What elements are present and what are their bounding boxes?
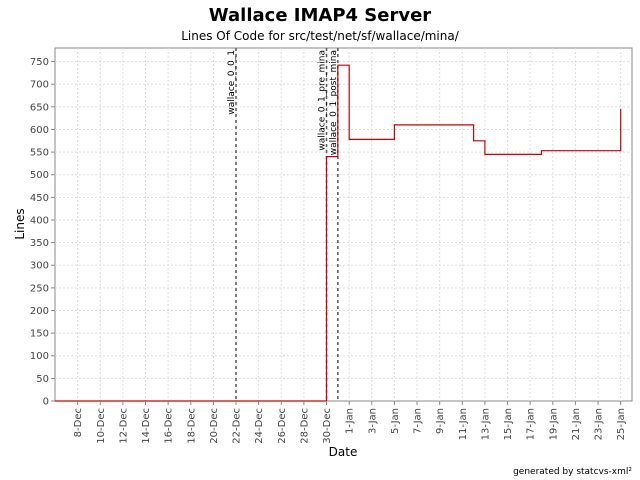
y-tick-label: 450 xyxy=(30,193,49,204)
x-tick-label: 8-Dec xyxy=(73,408,84,437)
y-tick-label: 250 xyxy=(30,283,49,294)
x-tick-label: 23-Jan xyxy=(594,408,605,440)
y-tick-label: 350 xyxy=(30,238,49,249)
y-tick-label: 500 xyxy=(30,170,49,181)
y-tick-label: 150 xyxy=(30,329,49,340)
marker-label: wallace_0_1_pre_mina xyxy=(318,50,328,151)
x-tick-label: 12-Dec xyxy=(118,408,129,444)
x-tick-label: 15-Jan xyxy=(503,408,514,440)
chart-subtitle: Lines Of Code for src/test/net/sf/wallac… xyxy=(181,29,460,43)
x-tick-label: 5-Jan xyxy=(390,408,401,434)
x-tick-label: 20-Dec xyxy=(209,408,220,444)
y-tick-label: 200 xyxy=(30,306,49,317)
y-tick-label: 300 xyxy=(30,261,49,272)
y-axis: 0 50 100 150 200 250 300 350 400 450 500 550 600 650 7… xyxy=(30,57,55,408)
x-tick-label: 28-Dec xyxy=(299,408,310,444)
x-tick-label: 17-Jan xyxy=(526,408,537,440)
y-tick-label: 50 xyxy=(36,374,49,385)
y-tick-label: 100 xyxy=(30,351,49,362)
y-tick-label: 0 xyxy=(43,397,49,408)
loc-line-layer xyxy=(55,64,622,402)
x-tick-label: 9-Jan xyxy=(435,408,446,434)
y-tick-label: 650 xyxy=(30,102,49,113)
x-tick-label: 18-Dec xyxy=(186,408,197,444)
y-tick-label: 700 xyxy=(30,80,49,91)
loc-series-line xyxy=(55,64,622,402)
marker-label: wallace_0_0_1 xyxy=(227,50,237,115)
x-tick-label: 1-Jan xyxy=(345,408,356,434)
y-tick-label: 550 xyxy=(30,148,49,159)
x-tick-label: 21-Jan xyxy=(571,408,582,440)
y-tick-label: 600 xyxy=(30,125,49,136)
marker-label: wallace_0_1_post_mina xyxy=(329,50,339,155)
y-axis-label: Lines xyxy=(13,208,27,239)
x-tick-label: 24-Dec xyxy=(254,408,265,444)
x-tick-label: 11-Jan xyxy=(458,408,469,440)
x-tick-label: 30-Dec xyxy=(322,408,333,444)
x-axis-label: Date xyxy=(329,445,358,459)
chart-title: Wallace IMAP4 Server xyxy=(209,5,432,26)
x-tick-label: 14-Dec xyxy=(141,408,152,444)
generator-credit: generated by statcvs-xml² xyxy=(513,467,632,477)
plot-area xyxy=(54,47,633,402)
x-tick-label: 3-Jan xyxy=(367,408,378,434)
y-tick-label: 400 xyxy=(30,215,49,226)
x-tick-label: 25-Jan xyxy=(616,408,627,440)
x-axis: 8-Dec 10-Dec 12-Dec 14-Dec 16-Dec 18-Dec 20-De… xyxy=(73,401,627,444)
x-tick-label: 19-Jan xyxy=(548,408,559,440)
x-tick-label: 13-Jan xyxy=(480,408,491,440)
x-tick-label: 26-Dec xyxy=(277,408,288,444)
y-tick-label: 750 xyxy=(30,57,49,68)
x-tick-label: 7-Jan xyxy=(413,408,424,434)
x-tick-label: 22-Dec xyxy=(232,408,243,444)
x-tick-label: 10-Dec xyxy=(96,408,107,444)
x-tick-label: 16-Dec xyxy=(164,408,175,444)
